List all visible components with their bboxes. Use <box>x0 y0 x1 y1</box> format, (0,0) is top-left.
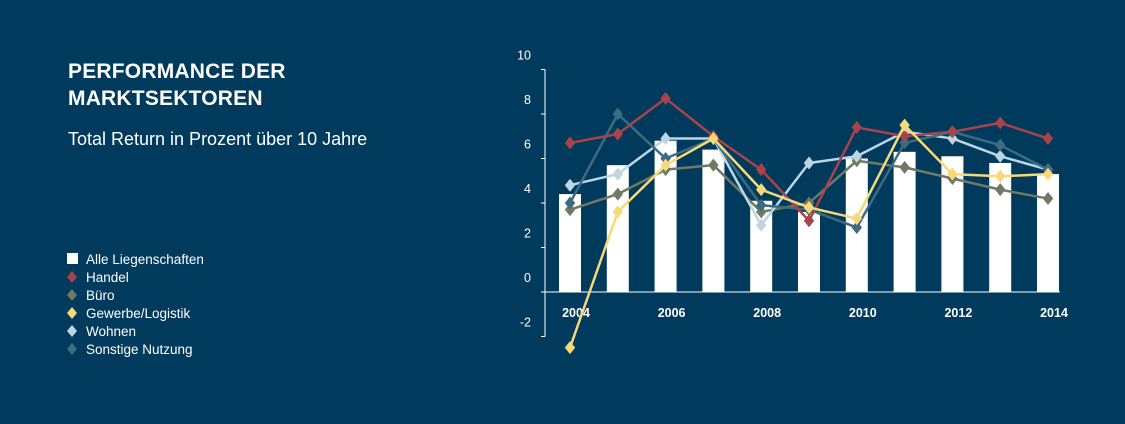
bar-alle-liegenschaften-2008 <box>750 200 773 292</box>
point-sonstige-nutzung-2010 <box>851 220 862 234</box>
x-tick-label: 2008 <box>753 306 781 320</box>
legend-label: Gewerbe/Logistik <box>86 305 191 321</box>
x-tick-label: 2010 <box>849 306 877 320</box>
point-gewerbe-logistik-2008 <box>756 183 767 197</box>
diamond-marker-icon <box>66 288 84 302</box>
legend-item-b-ro: Büro <box>66 286 204 304</box>
point-gewerbe-logistik-2012 <box>947 167 958 181</box>
point-gewerbe-logistik-2005 <box>612 205 623 219</box>
chart-title: PERFORMANCE DER MARKTSEKTOREN <box>68 60 286 110</box>
legend-label: Handel <box>86 269 129 285</box>
point-sonstige-nutzung-2004 <box>564 196 576 210</box>
point-wohnen-2008 <box>756 218 767 232</box>
point-sonstige-nutzung-2013 <box>995 138 1006 152</box>
point-wohnen-2013 <box>995 149 1006 163</box>
legend-item-wohnen: Wohnen <box>66 322 204 340</box>
point-handel-2012 <box>947 125 958 139</box>
point-handel-2014 <box>1042 131 1054 145</box>
point-b-ro-2014 <box>1042 192 1054 206</box>
legend-item-gewerbe-logistik: Gewerbe/Logistik <box>66 304 204 322</box>
legend-label: Wohnen <box>86 323 137 339</box>
point-handel-2011 <box>899 129 910 143</box>
y-tick-label: 0 <box>524 271 531 285</box>
diamond-marker-icon <box>66 270 84 284</box>
legend: Alle Liegenschaften Handel Büro Gewerbe/Log… <box>66 250 204 358</box>
point-sonstige-nutzung-2011 <box>899 136 910 150</box>
point-handel-2004 <box>564 136 576 150</box>
point-gewerbe-logistik-2006 <box>660 158 671 172</box>
legend-item-alle-liegenschaften: Alle Liegenschaften <box>66 250 204 268</box>
diamond-marker-icon <box>66 342 84 356</box>
point-b-ro-2007 <box>708 158 719 172</box>
point-wohnen-2004 <box>564 178 576 192</box>
point-wohnen-2010 <box>851 149 862 163</box>
legend-item-handel: Handel <box>66 268 204 286</box>
chart-subtitle: Total Return in Prozent über 10 Jahre <box>68 129 368 149</box>
point-wohnen-2005 <box>612 167 623 181</box>
point-handel-2008 <box>756 163 767 177</box>
bar-alle-liegenschaften-2013 <box>989 162 1012 292</box>
legend-label: Sonstige Nutzung <box>86 341 193 357</box>
point-b-ro-2004 <box>564 203 576 217</box>
point-gewerbe-logistik-2007 <box>708 131 719 145</box>
diamond-marker-icon <box>66 324 84 338</box>
bar-alle-liegenschaften-2006 <box>654 140 677 292</box>
point-gewerbe-logistik-2004 <box>564 341 576 355</box>
legend-label: Alle Liegenschaften <box>86 251 204 267</box>
point-sonstige-nutzung-2008 <box>756 198 767 212</box>
point-b-ro-2013 <box>995 183 1006 197</box>
y-tick-label: 10 <box>517 49 531 63</box>
point-b-ro-2005 <box>612 187 623 201</box>
x-tick-label: 2012 <box>944 306 972 320</box>
y-tick-label: 4 <box>524 182 531 196</box>
y-tick-label: 8 <box>524 93 531 107</box>
point-gewerbe-logistik-2013 <box>995 169 1006 183</box>
point-handel-2010 <box>851 120 862 134</box>
point-b-ro-2011 <box>899 160 910 174</box>
y-tick-label: 6 <box>524 138 531 152</box>
x-tick-label: 2014 <box>1040 306 1068 320</box>
point-gewerbe-logistik-2014 <box>1042 167 1054 181</box>
x-tick-label: 2004 <box>562 306 590 320</box>
point-sonstige-nutzung-2006 <box>660 152 671 165</box>
point-gewerbe-logistik-2010 <box>851 212 862 226</box>
bar-alle-liegenschaften-2007 <box>702 149 725 292</box>
point-sonstige-nutzung-2005 <box>612 107 623 121</box>
legend-label: Büro <box>86 287 115 303</box>
bar-alle-liegenschaften-2012 <box>941 156 964 292</box>
bar-alle-liegenschaften-2011 <box>893 151 916 292</box>
square-marker-icon <box>66 252 84 266</box>
point-b-ro-2008 <box>756 205 767 219</box>
bar-alle-liegenschaften-2005 <box>606 165 629 292</box>
point-handel-2005 <box>612 127 623 141</box>
diamond-marker-icon <box>66 306 84 320</box>
point-gewerbe-logistik-2011 <box>899 118 910 132</box>
point-handel-2013 <box>995 116 1006 130</box>
y-tick-label: -2 <box>520 316 531 330</box>
bar-alle-liegenschaften-2004 <box>559 194 581 292</box>
point-wohnen-2012 <box>947 131 958 145</box>
legend-item-sonstige-nutzung: Sonstige Nutzung <box>66 340 204 358</box>
bar-alle-liegenschaften-2014 <box>1037 174 1059 292</box>
point-wohnen-2006 <box>660 131 671 145</box>
y-tick-label: 2 <box>524 227 531 241</box>
point-handel-2006 <box>660 91 671 105</box>
point-wohnen-2009 <box>803 156 815 170</box>
bar-alle-liegenschaften-2009 <box>798 211 820 292</box>
point-gewerbe-logistik-2009 <box>803 200 815 214</box>
x-tick-label: 2006 <box>658 306 686 320</box>
point-handel-2009 <box>803 214 815 228</box>
